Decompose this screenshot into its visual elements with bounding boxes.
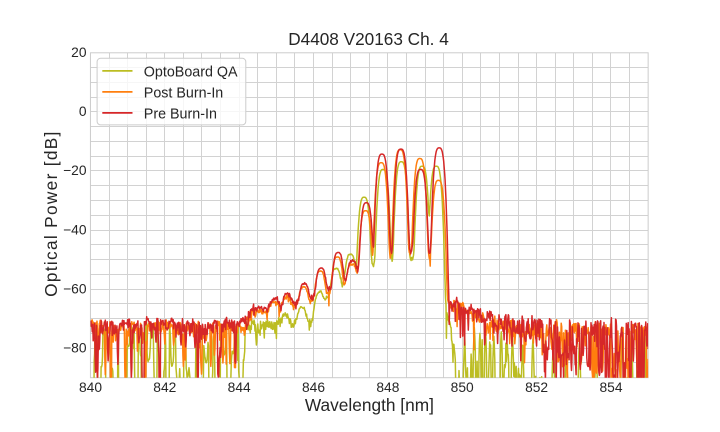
svg-text:0: 0 — [79, 104, 87, 119]
svg-text:Wavelength [nm]: Wavelength [nm] — [305, 395, 434, 415]
svg-text:Post Burn-In: Post Burn-In — [144, 85, 224, 101]
svg-text:842: 842 — [153, 380, 176, 395]
svg-text:852: 852 — [525, 380, 548, 395]
svg-text:Optical Power [dB]: Optical Power [dB] — [41, 130, 61, 297]
svg-text:OptoBoard QA: OptoBoard QA — [144, 64, 238, 80]
svg-text:−60: −60 — [63, 281, 87, 296]
svg-text:850: 850 — [451, 380, 474, 395]
svg-text:−40: −40 — [63, 222, 87, 237]
svg-text:−20: −20 — [63, 163, 87, 178]
svg-text:844: 844 — [228, 380, 251, 395]
svg-text:840: 840 — [79, 380, 102, 395]
svg-text:−80: −80 — [63, 341, 87, 356]
svg-text:848: 848 — [376, 380, 399, 395]
svg-text:Pre Burn-In: Pre Burn-In — [144, 106, 217, 122]
svg-text:846: 846 — [302, 380, 325, 395]
svg-text:20: 20 — [71, 45, 87, 60]
svg-text:854: 854 — [599, 380, 622, 395]
svg-text:D4408 V20163 Ch. 4: D4408 V20163 Ch. 4 — [288, 29, 449, 49]
